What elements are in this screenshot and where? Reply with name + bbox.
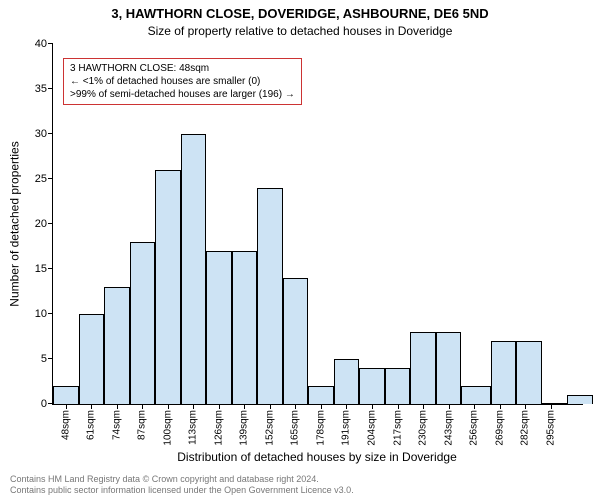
bar: [53, 386, 79, 404]
x-tick-label: 217sqm: [392, 410, 403, 446]
bar: [308, 386, 334, 404]
y-tick-mark: [48, 358, 53, 359]
footer-line: Contains HM Land Registry data © Crown c…: [10, 474, 354, 485]
x-tick-label: 204sqm: [366, 410, 377, 446]
annotation-line: 3 HAWTHORN CLOSE: 48sqm: [70, 62, 295, 75]
x-tick-mark: [142, 404, 143, 409]
footer-line: Contains public sector information licen…: [10, 485, 354, 496]
x-tick-mark: [398, 404, 399, 409]
page: 3, HAWTHORN CLOSE, DOVERIDGE, ASHBOURNE,…: [0, 0, 600, 500]
x-tick-mark: [244, 404, 245, 409]
x-tick-mark: [321, 404, 322, 409]
x-tick-label: 178sqm: [315, 410, 326, 446]
y-tick-label: 0: [41, 398, 47, 410]
x-tick-mark: [270, 404, 271, 409]
x-tick-label: 269sqm: [494, 410, 505, 446]
y-tick-mark: [48, 403, 53, 404]
y-tick-mark: [48, 268, 53, 269]
bar: [542, 403, 568, 404]
y-tick-label: 30: [35, 128, 47, 140]
bar: [567, 395, 593, 404]
x-tick-label: 87sqm: [137, 410, 148, 440]
footer-attribution: Contains HM Land Registry data © Crown c…: [10, 474, 354, 496]
x-tick-label: 256sqm: [469, 410, 480, 446]
x-tick-mark: [474, 404, 475, 409]
y-tick-label: 25: [35, 173, 47, 185]
bar: [283, 278, 309, 404]
x-tick-label: 295sqm: [545, 410, 556, 446]
annotation-line: >99% of semi-detached houses are larger …: [70, 88, 295, 101]
x-tick-label: 48sqm: [60, 410, 71, 440]
bar: [104, 287, 130, 404]
bar: [79, 314, 105, 404]
bar: [385, 368, 411, 404]
x-tick-mark: [219, 404, 220, 409]
y-axis-title: Number of detached properties: [8, 44, 22, 404]
y-tick-label: 20: [35, 218, 47, 230]
x-tick-mark: [372, 404, 373, 409]
x-tick-label: 165sqm: [290, 410, 301, 446]
bar: [155, 170, 181, 404]
bar: [516, 341, 542, 404]
x-tick-label: 126sqm: [213, 410, 224, 446]
y-tick-label: 35: [35, 83, 47, 95]
y-tick-mark: [48, 223, 53, 224]
x-tick-label: 61sqm: [86, 410, 97, 440]
x-tick-mark: [551, 404, 552, 409]
y-tick-mark: [48, 133, 53, 134]
x-tick-mark: [66, 404, 67, 409]
x-tick-mark: [423, 404, 424, 409]
chart-title: 3, HAWTHORN CLOSE, DOVERIDGE, ASHBOURNE,…: [0, 6, 600, 21]
bar: [436, 332, 462, 404]
x-tick-label: 191sqm: [341, 410, 352, 446]
bar: [232, 251, 258, 404]
y-tick-mark: [48, 43, 53, 44]
x-tick-label: 100sqm: [162, 410, 173, 446]
x-tick-mark: [295, 404, 296, 409]
x-tick-mark: [525, 404, 526, 409]
y-tick-mark: [48, 313, 53, 314]
y-tick-label: 5: [41, 353, 47, 365]
x-tick-mark: [346, 404, 347, 409]
x-tick-label: 139sqm: [239, 410, 250, 446]
bar: [206, 251, 232, 404]
x-tick-label: 74sqm: [111, 410, 122, 440]
x-tick-label: 113sqm: [188, 410, 199, 445]
y-tick-label: 10: [35, 308, 47, 320]
x-tick-mark: [168, 404, 169, 409]
bar: [461, 386, 490, 404]
annotation-line: ← <1% of detached houses are smaller (0): [70, 75, 295, 88]
bar: [130, 242, 156, 404]
x-tick-mark: [500, 404, 501, 409]
x-tick-label: 152sqm: [264, 410, 275, 446]
bar: [410, 332, 436, 404]
bar: [491, 341, 517, 404]
bar: [181, 134, 207, 404]
bar: [359, 368, 385, 404]
x-tick-mark: [117, 404, 118, 409]
x-axis-title: Distribution of detached houses by size …: [52, 450, 582, 464]
x-tick-mark: [91, 404, 92, 409]
annotation-box: 3 HAWTHORN CLOSE: 48sqm ← <1% of detache…: [63, 58, 302, 105]
bar: [334, 359, 360, 404]
x-tick-mark: [449, 404, 450, 409]
y-tick-label: 15: [35, 263, 47, 275]
y-tick-mark: [48, 88, 53, 89]
y-tick-label: 40: [35, 38, 47, 50]
x-tick-mark: [193, 404, 194, 409]
x-tick-label: 230sqm: [418, 410, 429, 446]
y-tick-mark: [48, 178, 53, 179]
chart-subtitle: Size of property relative to detached ho…: [0, 24, 600, 38]
x-tick-label: 282sqm: [520, 410, 531, 446]
x-tick-label: 243sqm: [443, 410, 454, 446]
bar: [257, 188, 283, 404]
